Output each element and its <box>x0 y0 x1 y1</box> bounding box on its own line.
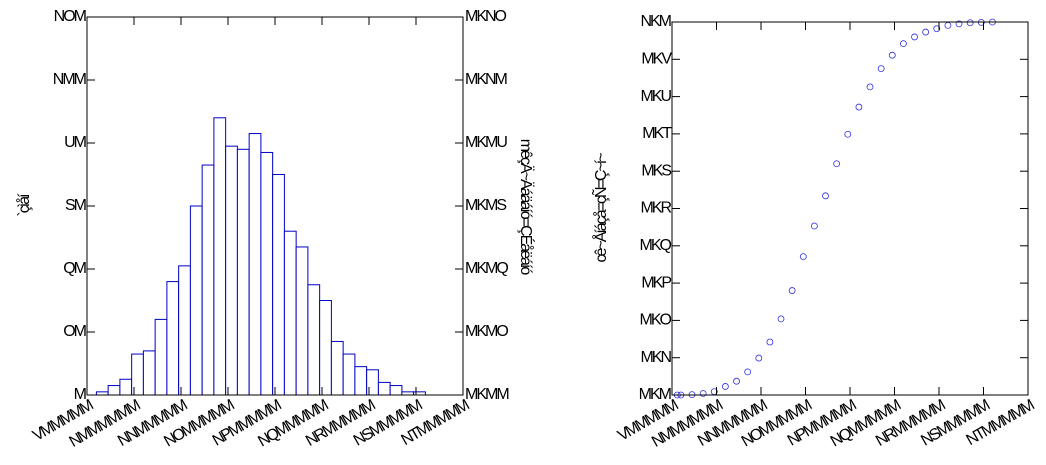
bar <box>236 148 250 396</box>
bar <box>354 366 368 396</box>
y-tick-label: M <box>74 386 87 403</box>
point <box>755 354 763 362</box>
y2-tick-label: MKMM <box>465 386 509 403</box>
y-tick-label: MKS <box>641 162 671 179</box>
bar <box>178 265 191 396</box>
y-tick-label: UM <box>64 134 87 151</box>
y2-tick-label: MKMQ <box>465 260 508 277</box>
plot-frame <box>671 21 1029 396</box>
bar <box>377 381 391 396</box>
y-tick-label: NKM <box>640 13 671 30</box>
point <box>911 33 918 41</box>
y-tick-label: MKU <box>640 88 671 105</box>
point <box>699 390 707 397</box>
y-tick-label: MKM <box>639 386 672 403</box>
point <box>955 20 963 28</box>
y2-tick-label: MKNM <box>465 71 508 88</box>
bar <box>154 318 168 396</box>
bar <box>366 369 379 396</box>
bar <box>166 281 180 396</box>
point <box>888 51 896 59</box>
point <box>844 130 852 138</box>
point <box>855 103 863 111</box>
point <box>777 315 785 323</box>
bar <box>389 385 403 396</box>
y-tick-label: NOM <box>54 8 87 25</box>
y2-tick-label: MKMU <box>465 134 507 151</box>
point <box>788 287 796 294</box>
y-tick-label: MKN <box>640 349 671 366</box>
point <box>833 160 841 168</box>
bar <box>107 385 121 396</box>
y-tick-label: MKV <box>641 51 672 68</box>
y2-tick-label: MKNO <box>465 8 507 25</box>
y2-tick-label: MKMO <box>465 323 508 340</box>
point <box>944 21 952 29</box>
point <box>811 222 818 230</box>
point <box>922 28 930 36</box>
y-tick-label: MKT <box>642 125 672 142</box>
point <box>722 383 729 390</box>
y-axis-label: cê~Åíáçå=çÑ=Ç~í~ <box>590 153 610 263</box>
point <box>866 83 874 91</box>
bar <box>189 205 203 396</box>
y-tick-label: MKP <box>641 274 671 291</box>
y-tick-label: MKO <box>640 312 672 329</box>
point <box>799 253 807 261</box>
y-tick-label: OM <box>63 323 86 340</box>
bar <box>307 284 321 396</box>
point <box>744 368 752 376</box>
bar <box>119 378 133 396</box>
bar <box>248 133 262 396</box>
point <box>822 192 829 200</box>
bar <box>260 151 274 396</box>
bar <box>225 145 238 396</box>
bar <box>272 174 285 396</box>
bar <box>213 117 227 396</box>
bar <box>283 230 297 396</box>
y-tick-label: SM <box>65 197 87 214</box>
bar <box>142 350 156 396</box>
bar <box>342 353 356 396</box>
point <box>900 40 907 48</box>
point <box>966 19 974 27</box>
y-axis-label: `çìåí <box>15 193 33 217</box>
y-tick-label: MKR <box>640 200 671 217</box>
point <box>933 25 941 33</box>
y2-axis-label: mêçÄ~Äáäáíó=ÇÉåëáíó <box>517 139 536 276</box>
y-tick-label: NMM <box>53 71 87 88</box>
y-tick-label: QM <box>63 260 86 277</box>
bar <box>131 353 144 396</box>
bar <box>201 164 215 396</box>
bar <box>319 300 332 396</box>
y-tick-label: MKQ <box>640 237 672 254</box>
point <box>733 377 740 385</box>
bar <box>330 340 344 396</box>
point <box>766 338 774 346</box>
point <box>877 65 885 73</box>
bar <box>295 246 309 396</box>
y2-tick-label: MKMS <box>465 197 506 214</box>
